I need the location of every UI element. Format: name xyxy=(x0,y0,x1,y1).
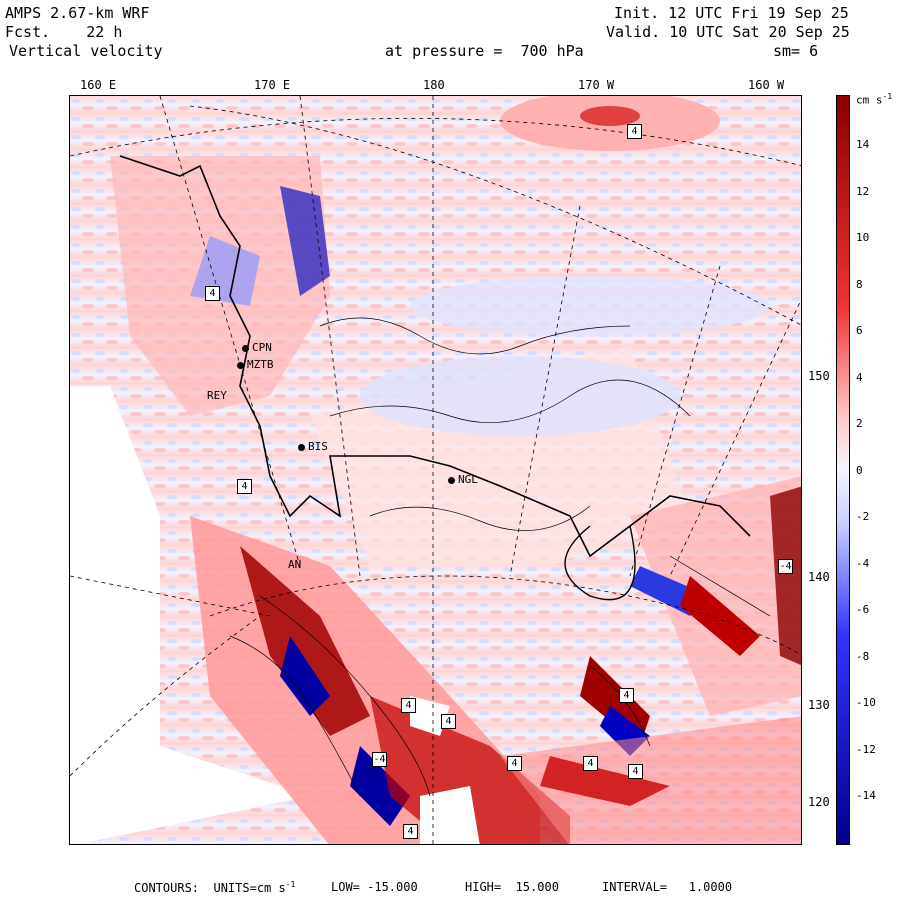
colorbar-tick-label: 4 xyxy=(856,370,863,384)
valid-time: Valid. 10 UTC Sat 20 Sep 25 xyxy=(606,23,850,41)
lon-label-170w: 170 W xyxy=(578,78,615,92)
lon-label-170e: 170 E xyxy=(254,78,291,92)
colorbar-tick-label: -12 xyxy=(856,742,876,756)
lon-label-160e: 160 E xyxy=(80,78,117,92)
strong-down xyxy=(350,746,410,826)
station-label: AN xyxy=(288,558,302,571)
hotspot xyxy=(580,106,640,126)
contour-label: 4 xyxy=(507,756,522,771)
forecast-hour: Fcst. 22 h xyxy=(5,23,123,41)
station-label: MZTB xyxy=(247,358,274,371)
station-dot-icon xyxy=(242,344,249,352)
contour-label: 4 xyxy=(628,764,643,779)
station-label: NGL xyxy=(458,473,478,486)
colorbar-tick-label: -4 xyxy=(856,556,870,570)
colorbar-tick-label: -8 xyxy=(856,649,870,663)
station-rey: REY xyxy=(207,389,227,402)
station-label: CPN xyxy=(252,341,272,354)
mountain-zone xyxy=(630,476,801,716)
colorbar-unit-text: cm s xyxy=(856,93,883,107)
colorbar-tick-label: 10 xyxy=(856,231,870,244)
coastline xyxy=(564,525,636,601)
contour-lines xyxy=(229,317,771,797)
outside-domain xyxy=(70,386,310,844)
colorbar-tick-label: 12 xyxy=(856,184,870,198)
station-dot-icon xyxy=(298,443,305,451)
blue-band xyxy=(360,356,680,436)
station-cpn: CPN xyxy=(242,341,272,354)
footer-contours: CONTOURS: UNITS=cm s-1 xyxy=(134,880,295,895)
strong-down xyxy=(280,636,330,716)
colorbar-tick-label: 0 xyxy=(856,463,863,477)
blue-band xyxy=(410,276,770,336)
colorbar-tick-label: -10 xyxy=(856,696,876,709)
mountain-zone xyxy=(500,716,801,844)
smoothing: sm= 6 xyxy=(773,42,819,60)
station-mztb: MZTB xyxy=(237,358,274,371)
station-dot-icon xyxy=(448,476,455,484)
colorbar-tick-label: -6 xyxy=(856,603,870,616)
pressure-level: at pressure = 700 hPa xyxy=(385,42,584,60)
colorbar-tick-label: -2 xyxy=(856,510,870,523)
colorbar-tick-label: 2 xyxy=(856,417,863,430)
contour-label: -4 xyxy=(372,752,387,767)
station-an: AN xyxy=(288,558,301,571)
field-name: Vertical velocity xyxy=(9,42,163,60)
footer-high: HIGH= 15.000 xyxy=(465,880,559,894)
colorbar-unit-exp: -1 xyxy=(882,92,893,101)
model-title: AMPS 2.67-km WRF xyxy=(5,4,150,22)
footer-low: LOW= -15.000 xyxy=(331,880,418,894)
station-dot-icon xyxy=(237,361,244,369)
contour-label: 4 xyxy=(403,824,418,839)
station-label: REY xyxy=(207,389,227,402)
strong-up xyxy=(540,756,670,806)
station-bis: BIS xyxy=(298,440,328,453)
map-plot-area: CPN MZTB REY BIS NGL AN 4 4 4 -4 4 4 4 -… xyxy=(69,95,802,845)
masked-area xyxy=(420,786,480,844)
contour-label: 4 xyxy=(627,124,642,139)
contour-label: 4 xyxy=(401,698,416,713)
colorbar xyxy=(836,95,850,845)
station-label: BIS xyxy=(308,440,328,453)
colorbar-tick-label: -14 xyxy=(856,789,876,802)
contour-label: 4 xyxy=(583,756,598,771)
strong-down xyxy=(280,186,330,296)
colorbar-unit: cm s-1 xyxy=(856,92,892,107)
masked-area xyxy=(410,696,450,736)
lon-label-160w: 160 W xyxy=(748,78,785,92)
colorbar-tick-label: 14 xyxy=(856,138,870,151)
footer-interval: INTERVAL= 1.0000 xyxy=(602,880,733,894)
footer-unit-exp: -1 xyxy=(285,880,296,889)
lon-label-180: 180 xyxy=(423,78,445,92)
colorbar-tick-label: 8 xyxy=(856,277,863,291)
map-field-svg xyxy=(70,96,801,844)
contour-label: -4 xyxy=(778,559,793,574)
contour-label: 4 xyxy=(237,479,252,494)
strong-up xyxy=(240,546,370,736)
footer-contours-text: CONTOURS: UNITS=cm s xyxy=(134,881,286,895)
contour-label: 4 xyxy=(205,286,220,301)
contour-label: 4 xyxy=(619,688,634,703)
coastline xyxy=(119,155,751,558)
strong-up xyxy=(680,576,760,656)
init-time: Init. 12 UTC Fri 19 Sep 25 xyxy=(614,4,849,22)
strong-up xyxy=(770,486,801,666)
station-ngl: NGL xyxy=(448,473,478,486)
contour-label: 4 xyxy=(441,714,456,729)
colorbar-tick-label: 6 xyxy=(856,324,863,337)
